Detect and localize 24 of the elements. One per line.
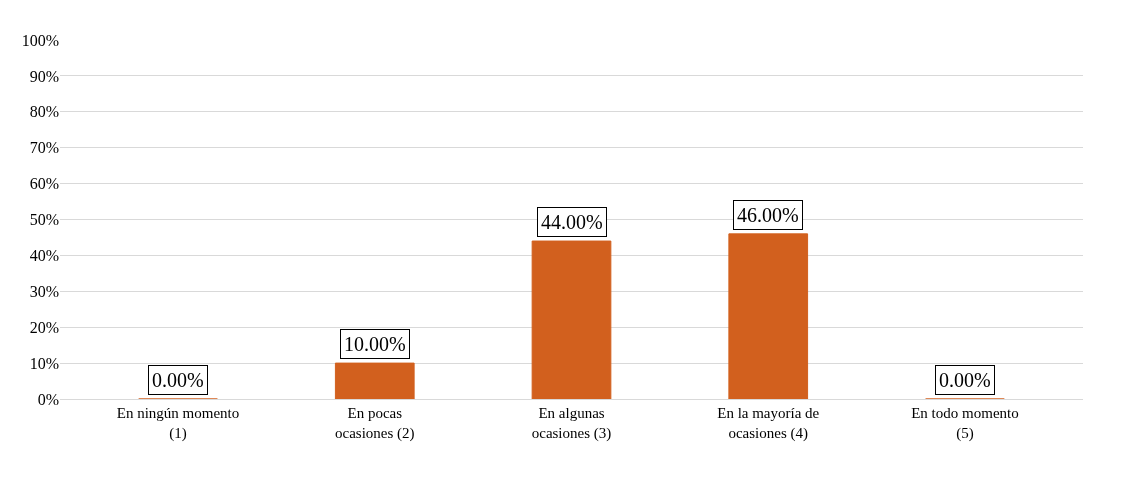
y-tick-label: 60% — [29, 175, 59, 193]
y-tick-label: 100% — [21, 31, 59, 49]
y-tick-label: 70% — [29, 139, 59, 157]
data-label: 44.00% — [541, 211, 603, 233]
x-tick-label: En algunas ocasiones (3) — [531, 405, 612, 442]
x-tick-label: En la mayoría de ocasiones (4) — [717, 405, 820, 442]
y-tick-label: 50% — [29, 211, 59, 229]
y-tick-label: 20% — [29, 318, 59, 336]
data-label: 46.00% — [737, 204, 799, 226]
bar — [728, 233, 809, 399]
bar — [334, 362, 415, 399]
data-label: 10.00% — [344, 333, 406, 355]
data-label: 0.00% — [939, 369, 991, 391]
x-tick-label: En todo momento (5) — [911, 405, 1019, 442]
y-tick-label: 80% — [29, 103, 59, 121]
bar — [531, 240, 612, 399]
y-tick-label: 10% — [29, 354, 59, 372]
y-tick-label: 30% — [29, 282, 59, 300]
y-tick-label: 0% — [37, 390, 59, 408]
x-tick-label: En ningún momento (1) — [116, 405, 240, 442]
data-label: 0.00% — [152, 369, 204, 391]
y-tick-label: 40% — [29, 247, 59, 264]
x-tick-label: En pocas ocasiones (2) — [334, 405, 415, 442]
y-tick-label: 90% — [29, 67, 59, 85]
